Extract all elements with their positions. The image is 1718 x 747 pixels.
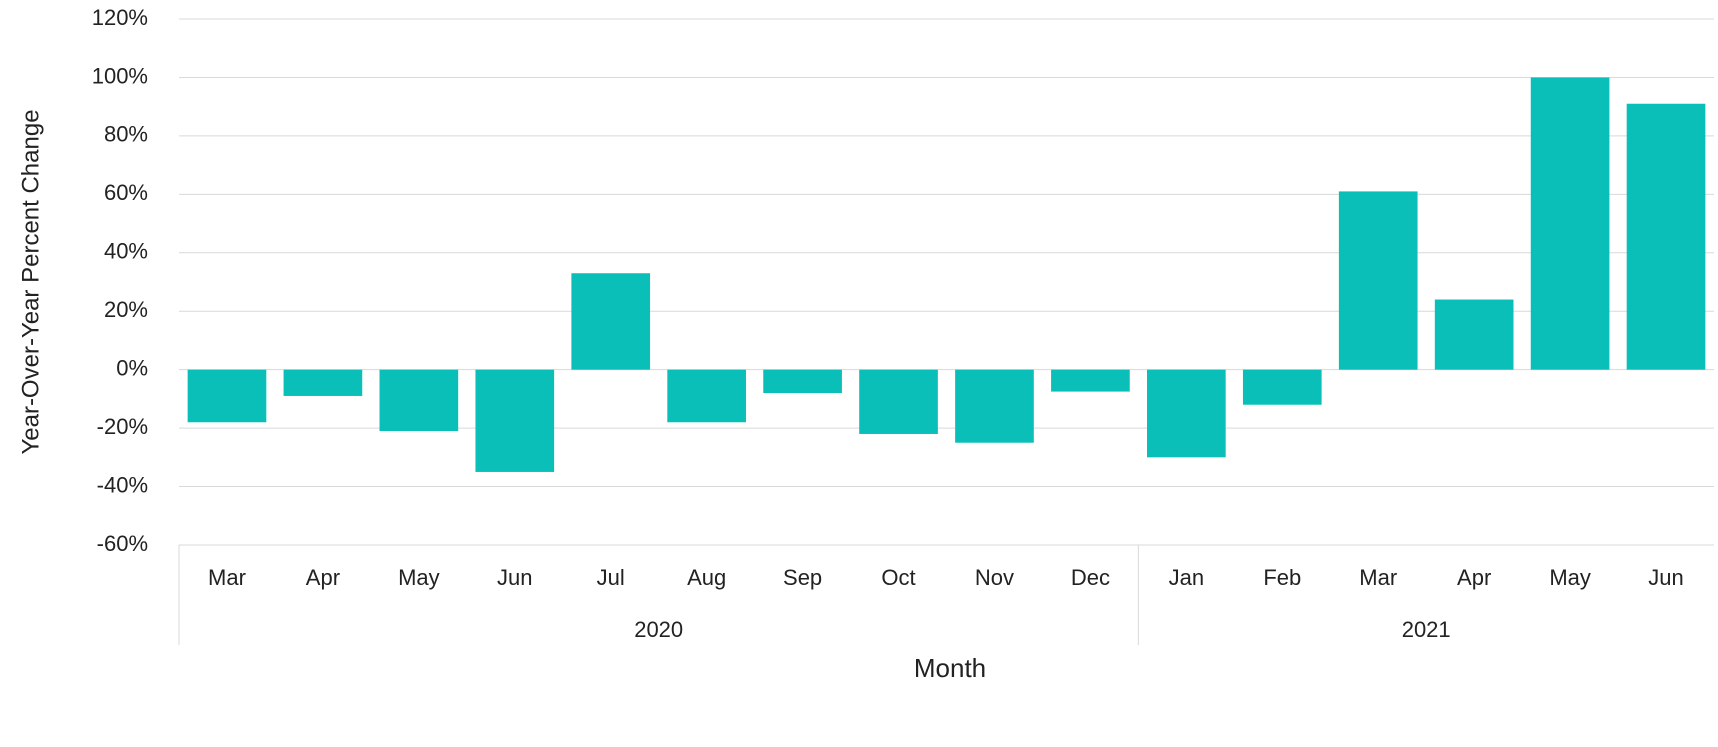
bar [859, 369, 938, 434]
bar [1434, 299, 1514, 370]
x-tick-label: May [398, 565, 440, 590]
y-tick-label: -60% [97, 531, 148, 556]
bar [1051, 369, 1130, 392]
y-tick-label: -40% [97, 472, 148, 497]
bar [571, 273, 651, 370]
y-tick-label: 20% [104, 297, 148, 322]
y-tick-label: 60% [104, 180, 148, 205]
bar [187, 369, 267, 423]
x-tick-label: Feb [1263, 565, 1301, 590]
bar [1530, 77, 1610, 370]
x-tick-label: Sep [783, 565, 822, 590]
bar [1147, 369, 1226, 458]
x-tick-label: Mar [208, 565, 246, 590]
y-tick-label: 40% [104, 239, 148, 264]
x-tick-label: Jan [1169, 565, 1204, 590]
y-tick-label: -20% [97, 414, 148, 439]
bar [763, 369, 842, 394]
x-tick-label: Apr [1457, 565, 1491, 590]
x-tick-label: Nov [975, 565, 1014, 590]
x-tick-label: Apr [306, 565, 340, 590]
bar [475, 369, 555, 472]
x-tick-label: May [1549, 565, 1591, 590]
y-axis-title: Year-Over-Year Percent Change [17, 109, 44, 454]
bar [667, 369, 746, 423]
y-tick-label: 0% [116, 355, 148, 380]
y-tick-label: 80% [104, 122, 148, 147]
bar [1242, 369, 1322, 405]
group-label: 2020 [634, 617, 683, 642]
bar [955, 369, 1034, 443]
bar [1338, 191, 1418, 370]
bar [1626, 103, 1706, 370]
x-tick-label: Dec [1071, 565, 1110, 590]
x-tick-label: Jun [1648, 565, 1683, 590]
x-tick-label: Aug [687, 565, 726, 590]
x-axis-title: Month [914, 653, 986, 683]
bar [379, 369, 459, 432]
x-tick-label: Oct [881, 565, 915, 590]
bar [283, 369, 363, 396]
x-tick-label: Jun [497, 565, 532, 590]
y-tick-label: 100% [92, 63, 148, 88]
x-tick-label: Jul [597, 565, 625, 590]
group-label: 2021 [1402, 617, 1451, 642]
y-tick-label: 120% [92, 5, 148, 30]
x-tick-label: Mar [1359, 565, 1397, 590]
